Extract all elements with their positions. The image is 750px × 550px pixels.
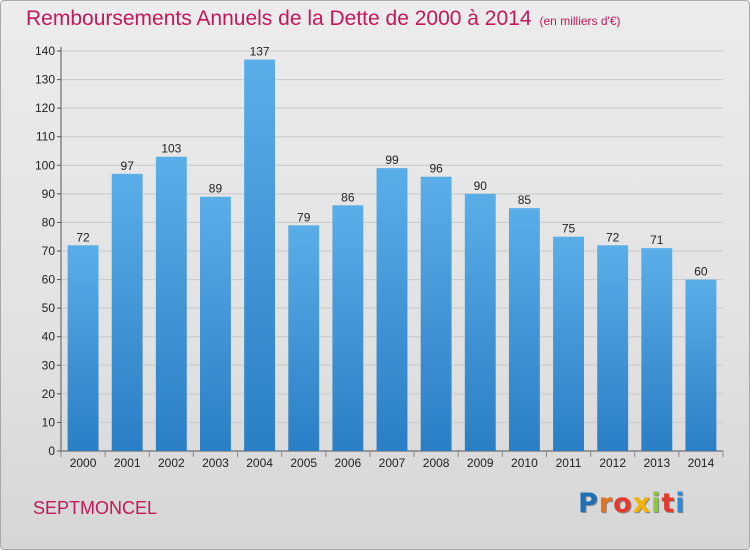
x-tick-label: 2010 <box>511 456 538 470</box>
x-tick-label: 2004 <box>246 456 273 470</box>
bar-value-label: 97 <box>121 159 135 173</box>
x-tick-label: 2001 <box>114 456 141 470</box>
bar <box>376 168 408 451</box>
y-tick-label: 70 <box>42 244 56 258</box>
bars <box>67 59 717 451</box>
bar-value-label: 60 <box>694 265 708 279</box>
x-tick-label: 2008 <box>423 456 450 470</box>
value-labels: 72 97 103 89 137 79 86 99 96 90 85 75 72 71 60 <box>76 45 708 279</box>
x-tick-label: 2007 <box>379 456 406 470</box>
bar <box>508 208 540 451</box>
x-tick-labels: 2000 2001 2002 2003 2004 2005 2006 2007 2008 2009… <box>70 456 715 470</box>
proxiti-logo: Proxiti <box>578 488 686 519</box>
bar-value-label: 86 <box>341 190 355 204</box>
chart-title: Remboursements Annuels de la Dette de 20… <box>26 7 621 31</box>
y-tick-label: 90 <box>42 187 56 201</box>
x-tick-label: 2013 <box>643 456 670 470</box>
logo-letter: t <box>661 488 676 519</box>
bar <box>200 196 231 451</box>
bar-value-label: 137 <box>250 45 270 59</box>
bar-value-label: 72 <box>76 230 90 244</box>
chart-subtitle: (en milliers d'€) <box>539 14 621 28</box>
bar-value-label: 72 <box>606 230 620 244</box>
x-tick-label: 2009 <box>467 456 494 470</box>
y-tick-label: 50 <box>42 301 56 315</box>
bar <box>111 173 143 451</box>
y-tick-label: 0 <box>48 444 55 458</box>
x-tick-label: 2005 <box>290 456 317 470</box>
y-tick-label: 10 <box>42 415 56 429</box>
bar <box>553 236 584 451</box>
x-tick-label: 2003 <box>202 456 229 470</box>
chart-title-text: Remboursements Annuels de la Dette de 20… <box>26 7 532 30</box>
y-tick-label: 20 <box>42 387 56 401</box>
y-tick-label: 40 <box>42 330 56 344</box>
bar-value-label: 85 <box>518 193 532 207</box>
logo-letter: r <box>598 488 614 519</box>
bar-value-label: 75 <box>562 222 576 236</box>
logo-letter: i <box>675 488 686 519</box>
logo-letter: o <box>613 488 633 519</box>
x-tick-label: 2000 <box>70 456 97 470</box>
y-tick-label: 30 <box>42 358 56 372</box>
bar-value-label: 89 <box>209 182 223 196</box>
bar <box>67 245 99 451</box>
bar <box>641 248 673 451</box>
bar <box>332 205 364 451</box>
y-tick-label: 60 <box>42 273 56 287</box>
bar <box>288 225 320 451</box>
bar-value-label: 90 <box>474 179 488 193</box>
bar <box>420 176 452 451</box>
x-tick-label: 2014 <box>688 456 715 470</box>
bar-value-label: 96 <box>429 162 443 176</box>
logo-letter: P <box>578 488 599 519</box>
bar <box>597 245 629 451</box>
y-tick-label: 110 <box>36 130 55 144</box>
y-tick-label: 120 <box>35 101 55 115</box>
bar-value-label: 99 <box>385 153 399 167</box>
bar-value-label: 103 <box>161 142 181 156</box>
bar-value-label: 71 <box>650 233 664 247</box>
x-tick-label: 2002 <box>158 456 185 470</box>
y-tick-label: 140 <box>35 44 55 58</box>
bar <box>155 156 187 451</box>
bar <box>244 59 276 451</box>
x-tick-label: 2011 <box>556 456 582 470</box>
bar <box>685 279 717 451</box>
logo-letter: i <box>651 488 662 519</box>
y-tick-labels: 0 10 20 30 40 50 60 70 80 90 100 110 120 130 140 <box>35 44 55 458</box>
commune-name: SEPTMONCEL <box>33 498 158 518</box>
bar-value-label: 79 <box>297 210 311 224</box>
logo-letter: x <box>632 488 652 519</box>
x-tick-label: 2012 <box>599 456 626 470</box>
y-tick-label: 100 <box>35 158 55 172</box>
y-tick-label: 130 <box>35 73 55 87</box>
bar <box>464 193 496 451</box>
x-tick-label: 2006 <box>335 456 362 470</box>
y-tick-label: 80 <box>42 215 56 229</box>
